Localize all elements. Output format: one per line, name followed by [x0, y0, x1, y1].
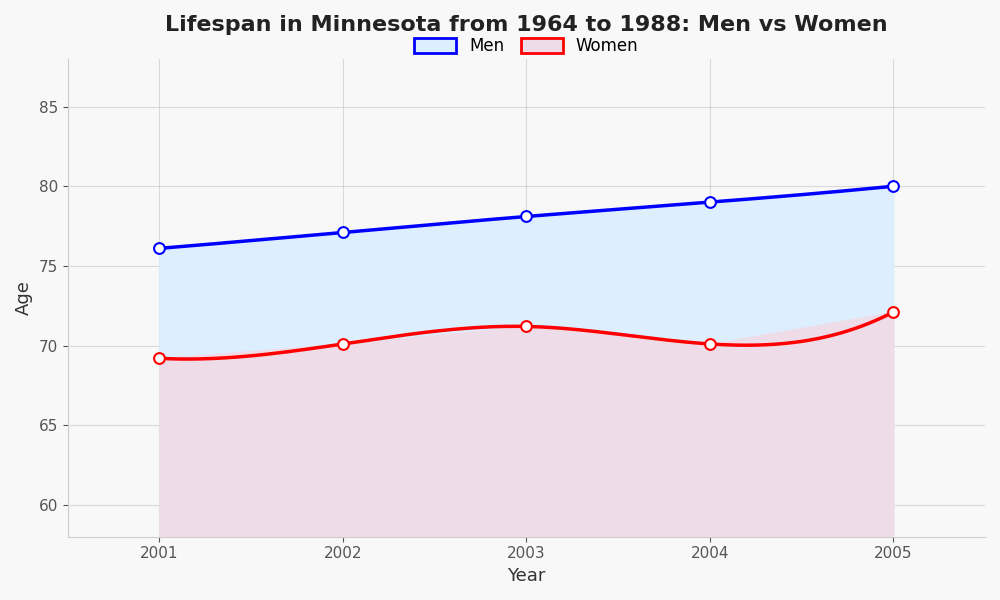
Point: [151, 244, 167, 253]
Point: [335, 339, 351, 349]
Point: [335, 227, 351, 237]
X-axis label: Year: Year: [507, 567, 546, 585]
Point: [151, 353, 167, 363]
Point: [702, 197, 718, 207]
Point: [518, 212, 534, 221]
Title: Lifespan in Minnesota from 1964 to 1988: Men vs Women: Lifespan in Minnesota from 1964 to 1988:…: [165, 15, 888, 35]
Point: [518, 322, 534, 331]
Point: [885, 307, 901, 317]
Point: [885, 181, 901, 191]
Y-axis label: Age: Age: [15, 280, 33, 315]
Point: [702, 339, 718, 349]
Legend: Men, Women: Men, Women: [406, 29, 647, 64]
